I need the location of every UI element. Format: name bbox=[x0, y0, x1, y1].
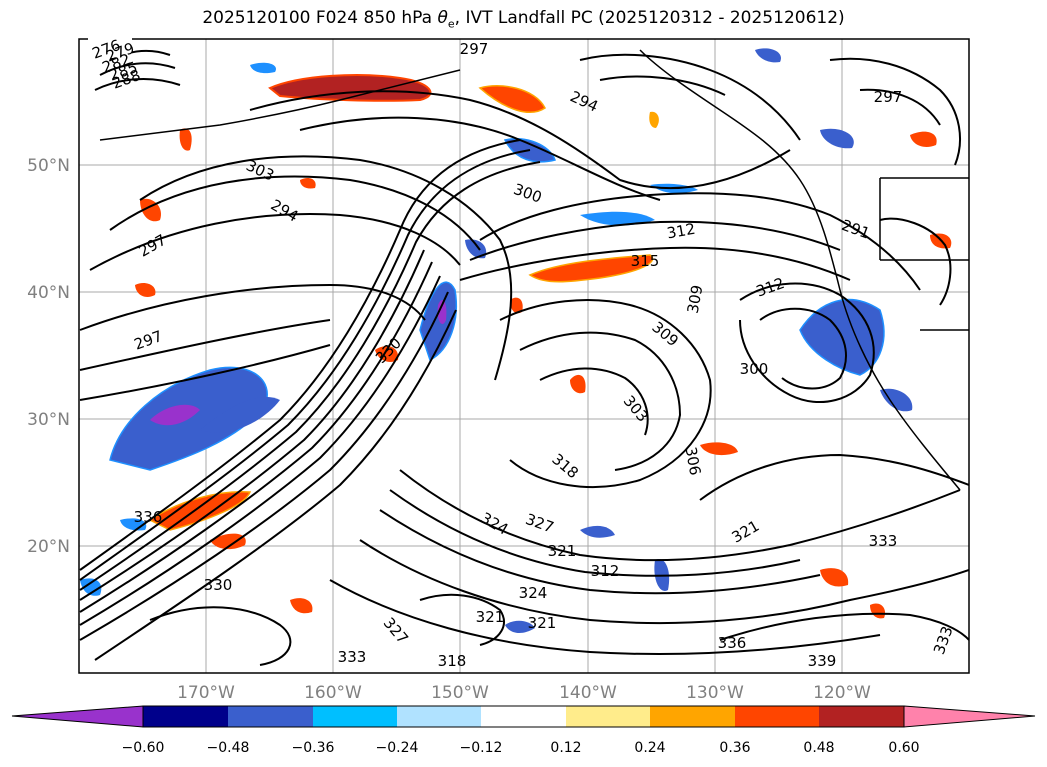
colorbar-tick: 0.24 bbox=[634, 740, 665, 756]
contour-label: 324 bbox=[519, 584, 548, 602]
lon-tick: 170°W bbox=[177, 683, 235, 703]
colorbar-extend-low bbox=[11, 705, 144, 728]
colorbar-bin bbox=[397, 706, 481, 727]
lon-tick: 150°W bbox=[431, 683, 489, 703]
lat-tick: 40°N bbox=[27, 283, 70, 303]
title-theta-sub: e bbox=[447, 17, 455, 31]
contour-label: 297 bbox=[874, 88, 903, 106]
colorbar-tick: −0.24 bbox=[376, 740, 419, 756]
colorbar-tick: 0.60 bbox=[888, 740, 919, 756]
title-prefix: 2025120100 F024 850 hPa bbox=[202, 8, 438, 28]
plot-frame bbox=[78, 38, 970, 674]
contour-label: 321 bbox=[548, 542, 577, 560]
lat-tick: 20°N bbox=[27, 537, 70, 557]
colorbar-tick: 0.48 bbox=[803, 740, 834, 756]
lon-tick: 130°W bbox=[686, 683, 744, 703]
contour-label: 318 bbox=[438, 652, 467, 670]
contour-label: 333 bbox=[338, 648, 367, 666]
plot-content bbox=[79, 39, 969, 673]
contour-label: 336 bbox=[134, 508, 163, 526]
lon-tick: 160°W bbox=[304, 683, 362, 703]
theta-e-contours bbox=[79, 49, 969, 666]
latitude-ticks: 50°N 40°N 30°N 20°N bbox=[27, 156, 70, 557]
colorbar-bin bbox=[735, 706, 819, 727]
lon-tick: 120°W bbox=[813, 683, 871, 703]
colorbar-tick: 0.36 bbox=[719, 740, 750, 756]
contour-label: 312 bbox=[665, 220, 696, 243]
lon-tick: 140°W bbox=[559, 683, 617, 703]
contour-label: 321 bbox=[528, 614, 557, 632]
colorbar-bin bbox=[313, 706, 397, 727]
colorbar-tick: 0.12 bbox=[550, 740, 581, 756]
colorbar-tick: −0.12 bbox=[460, 740, 503, 756]
contour-label: 321 bbox=[476, 608, 505, 626]
contour-label: 333 bbox=[869, 532, 898, 550]
contour-label: 330 bbox=[204, 576, 233, 594]
contour-label: 309 bbox=[684, 283, 707, 314]
lat-tick: 50°N bbox=[27, 156, 70, 176]
title-theta: θ bbox=[437, 8, 448, 28]
colorbar-bin bbox=[650, 706, 735, 727]
contour-label: 306 bbox=[682, 445, 705, 476]
longitude-ticks: 170°W 160°W 150°W 140°W 130°W 120°W bbox=[177, 683, 871, 703]
title-suffix: , IVT Landfall PC (2025120312 - 20251206… bbox=[454, 8, 845, 28]
colorbar-bin bbox=[143, 706, 228, 727]
colorbar-bin bbox=[481, 706, 566, 727]
contour-label: 336 bbox=[718, 634, 747, 652]
contour-label: 315 bbox=[631, 252, 660, 270]
lat-tick: 30°N bbox=[27, 410, 70, 430]
contour-label: 300 bbox=[740, 360, 769, 378]
contour-label: 312 bbox=[591, 562, 620, 580]
colorbar-bin bbox=[819, 706, 904, 727]
colorbar-extend-high bbox=[903, 705, 1036, 728]
colorbar-tick: −0.60 bbox=[122, 740, 165, 756]
contour-label: 297 bbox=[460, 40, 489, 58]
contour-label: 339 bbox=[808, 652, 837, 670]
coastlines bbox=[99, 49, 969, 491]
figure-title: 2025120100 F024 850 hPa θe, IVT Landfall… bbox=[0, 8, 1047, 30]
colorbar-tick: −0.48 bbox=[207, 740, 250, 756]
colorbar-tick: −0.36 bbox=[292, 740, 335, 756]
colorbar: −0.60 −0.48 −0.36 −0.24 −0.12 0.12 0.24 … bbox=[11, 705, 1036, 756]
colorbar-bin bbox=[228, 706, 313, 727]
colorbar-bin bbox=[566, 706, 650, 727]
